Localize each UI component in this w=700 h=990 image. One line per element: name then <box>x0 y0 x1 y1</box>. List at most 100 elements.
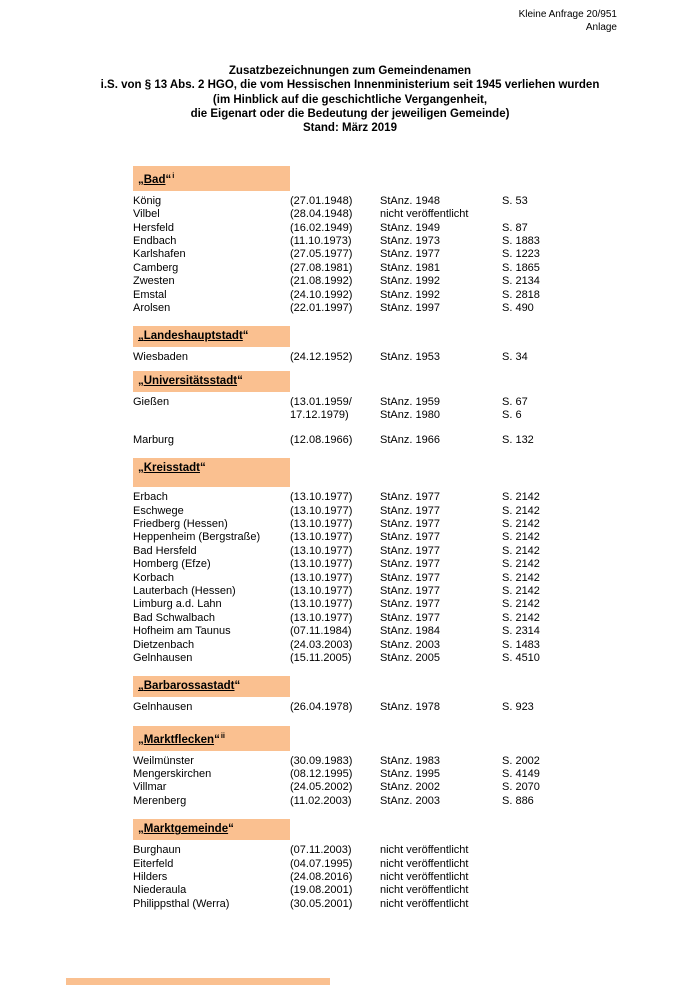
award-date: (24.03.2003) <box>290 638 353 651</box>
section-open-quote: „ <box>138 173 144 186</box>
section-rows: Weilmünster (30.09.1983) StAnz. 1983 S. … <box>133 755 700 809</box>
sections: „Bad“i König (27.01.1948) StAnz. 1948 S.… <box>133 166 700 922</box>
gazette-reference: StAnz. 1977 <box>380 558 440 571</box>
gazette-page: S. 1483 <box>502 638 540 651</box>
section-close-quote: “ <box>165 173 172 186</box>
table-row: Gelnhausen (26.04.1978) StAnz. 1978 S. 9… <box>133 701 700 714</box>
section: „Universitätsstadt“ Gießen (13.01.1959/ … <box>133 370 700 447</box>
attachment-label: Anlage <box>585 22 617 33</box>
table-row: Villmar (24.05.2002) StAnz. 2002 S. 2070 <box>133 781 700 794</box>
gazette-page: S. 2818 <box>502 288 540 301</box>
gazette-reference: StAnz. 2002 <box>380 781 440 794</box>
section: „Bad“i König (27.01.1948) StAnz. 1948 S.… <box>133 166 700 315</box>
municipality-name: Dietzenbach <box>133 638 195 651</box>
municipality-name: Eiterfeld <box>133 857 174 870</box>
table-row: Erbach (13.10.1977) StAnz. 1977 S. 2142 <box>133 491 700 504</box>
award-date: (13.10.1977) <box>290 584 353 597</box>
award-date: (13.10.1977) <box>290 517 353 530</box>
gazette-page <box>502 844 700 857</box>
section-label: Marktgemeinde <box>143 823 229 836</box>
gazette-reference: StAnz. 1977 <box>380 571 440 584</box>
gazette-reference: nicht veröffentlicht <box>380 844 469 857</box>
gazette-reference: StAnz. 1997 <box>380 302 440 315</box>
table-row: Hilders (24.08.2016) nicht veröffentlich… <box>133 871 700 884</box>
section: „Barbarossastadt“ Gelnhausen (26.04.1978… <box>133 676 700 714</box>
gazette-page: S. 4149 <box>502 768 540 781</box>
award-date: (12.08.1966) <box>290 433 353 446</box>
gazette-page <box>502 858 700 871</box>
clipped-section-header-strip <box>66 978 330 985</box>
gazette-reference: StAnz. 1977 <box>380 544 440 557</box>
section-close-quote: “ <box>237 374 243 387</box>
section-header: „Kreisstadt“ <box>133 458 290 488</box>
gazette-page: S. 2070 <box>502 781 540 794</box>
table-row: Wiesbaden (24.12.1952) StAnz. 1953 S. 34 <box>133 351 700 364</box>
section-rows: Wiesbaden (24.12.1952) StAnz. 1953 S. 34 <box>133 351 700 364</box>
section-open-quote: „ <box>138 680 144 693</box>
section-rows: König (27.01.1948) StAnz. 1948 S. 53 Vil… <box>133 195 700 316</box>
gazette-reference: StAnz. 1966 <box>380 433 440 446</box>
award-date: (13.10.1977) <box>290 504 353 517</box>
gazette-page <box>502 208 700 221</box>
municipality-name: Philippsthal (Werra) <box>133 897 230 910</box>
gazette-page: S. 132 <box>502 433 534 446</box>
table-row: Marburg (12.08.1966) StAnz. 1966 S. 132 <box>133 434 700 447</box>
reference-number: Kleine Anfrage 20/951 <box>518 9 617 20</box>
section-close-quote: “ <box>214 733 220 746</box>
section-header: „Marktgemeinde“ <box>133 819 290 841</box>
gazette-reference: StAnz. 1977 <box>380 598 440 611</box>
table-row: Vilbel (28.04.1948) nicht veröffentlicht <box>133 208 700 221</box>
table-row: Philippsthal (Werra) (30.05.2001) nicht … <box>133 898 700 911</box>
section-header: „Barbarossastadt“ <box>133 676 290 698</box>
section: „Kreisstadt“ Erbach (13.10.1977) StAnz. … <box>133 458 700 665</box>
award-date: (15.11.2005) <box>290 651 352 664</box>
award-date: (13.10.1977) <box>290 544 353 557</box>
gazette-reference: StAnz. 1984 <box>380 625 440 638</box>
municipality-name: Merenberg <box>133 794 187 807</box>
document-title-block: Zusatzbezeichnungen zum Gemeindenamen i.… <box>0 64 700 135</box>
table-row: Bad Hersfeld (13.10.1977) StAnz. 1977 S.… <box>133 545 700 558</box>
award-date: (27.05.1977) <box>290 248 353 261</box>
award-date: (13.10.1977) <box>290 611 353 624</box>
municipality-name: Zwesten <box>133 275 175 288</box>
table-row: Niederaula (19.08.2001) nicht veröffentl… <box>133 884 700 897</box>
gazette-page: S. 53 <box>502 194 528 207</box>
municipality-name: Limburg a.d. Lahn <box>133 598 222 611</box>
section-header: „Bad“i <box>133 166 290 191</box>
gazette-page: S. 923 <box>502 701 534 714</box>
municipality-name: Korbach <box>133 571 174 584</box>
gazette-reference: StAnz. 1978 <box>380 701 440 714</box>
page-title: Zusatzbezeichnungen zum Gemeindenamen <box>228 65 472 77</box>
municipality-name: Bad Schwalbach <box>133 611 215 624</box>
section: „Landeshauptstadt“ Wiesbaden (24.12.1952… <box>133 326 700 364</box>
municipality-name: Vilbel <box>133 208 160 221</box>
gazette-reference: StAnz. 1977 <box>380 531 440 544</box>
gazette-reference: nicht veröffentlicht <box>380 208 469 221</box>
gazette-page: S. 886 <box>502 794 534 807</box>
municipality-name: Wiesbaden <box>133 351 189 364</box>
municipality-name: Niederaula <box>133 884 187 897</box>
section-close-quote: “ <box>242 330 249 343</box>
section-open-quote: „ <box>138 823 144 836</box>
section-rows: Erbach (13.10.1977) StAnz. 1977 S. 2142 … <box>133 491 700 665</box>
gazette-reference: StAnz. 1980 <box>380 409 440 422</box>
award-date: (26.04.1978) <box>290 701 353 714</box>
table-row: Heppenheim (Bergstraße) (13.10.1977) StA… <box>133 531 700 544</box>
gazette-reference: StAnz. 1973 <box>380 235 440 248</box>
municipality-name: Erbach <box>133 491 168 504</box>
award-date: (24.08.2016) <box>290 871 353 884</box>
table-row: Hofheim am Taunus (07.11.1984) StAnz. 19… <box>133 625 700 638</box>
gazette-page: S. 87 <box>502 221 528 234</box>
table-row: Endbach (11.10.1973) StAnz. 1973 S. 1883 <box>133 235 700 248</box>
gazette-page: S. 34 <box>502 351 528 364</box>
gazette-reference: StAnz. 1948 <box>380 194 440 207</box>
section-rows: Burghaun (07.11.2003) nicht veröffentlic… <box>133 844 700 911</box>
award-date: (21.08.1992) <box>290 275 353 288</box>
gazette-page: S. 1865 <box>502 261 540 274</box>
table-row: Mengerskirchen (08.12.1995) StAnz. 1995 … <box>133 768 700 781</box>
award-date: (11.02.2003) <box>290 794 352 807</box>
table-row: Camberg (27.08.1981) StAnz. 1981 S. 1865 <box>133 262 700 275</box>
gazette-page: S. 2142 <box>502 531 540 544</box>
section-header: „Landeshauptstadt“ <box>133 326 290 348</box>
